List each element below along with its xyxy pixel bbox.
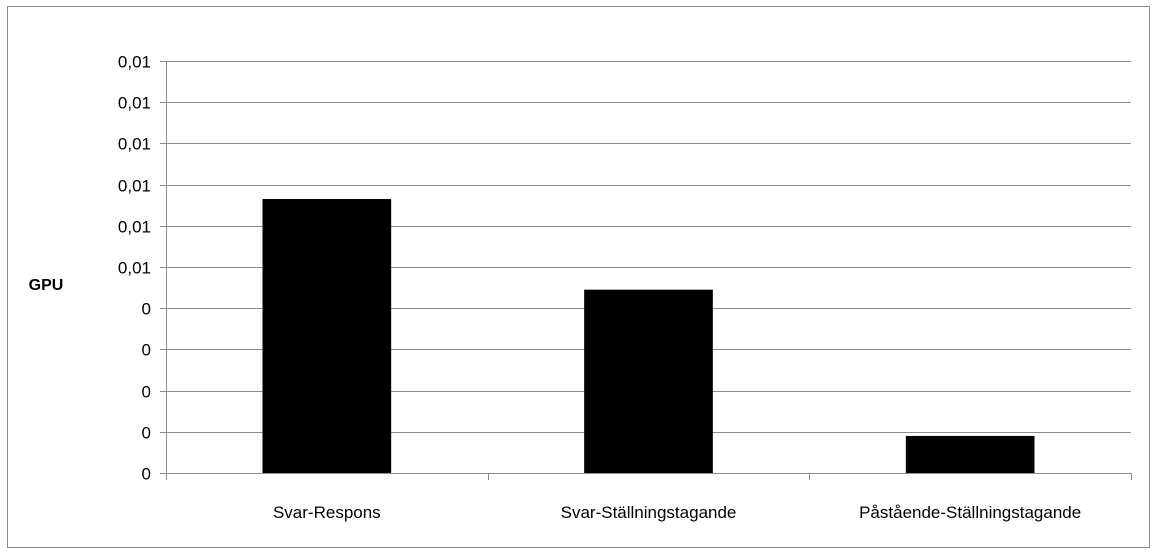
x-tick-label: Svar-Respons (273, 503, 381, 522)
y-tick-labels: 0 0 0 0 0 0,01 0,01 0,01 0,01 0,01 0,01 (118, 53, 151, 484)
y-tick-label: 0 (142, 300, 151, 319)
y-tick-label: 0,01 (118, 259, 151, 278)
y-tick-label: 0,01 (118, 135, 151, 154)
y-axis-label: GPU (29, 277, 64, 294)
y-tick-label: 0,01 (118, 94, 151, 113)
x-tick-labels: Svar-Respons Svar-Ställningstagande Påståe… (273, 503, 1081, 522)
y-tick-label: 0,01 (118, 218, 151, 237)
y-tick-label: 0 (142, 424, 151, 443)
y-tick-label: 0 (142, 383, 151, 402)
y-tick-label: 0 (142, 341, 151, 360)
bar (905, 435, 1035, 473)
y-tick-label: 0,01 (118, 177, 151, 196)
x-tick-label: Svar-Ställningstagande (561, 503, 737, 522)
bar (584, 289, 713, 473)
y-tick-label: 0 (142, 465, 151, 484)
bar (262, 199, 392, 473)
x-tick-label: Påstående-Ställningstagande (859, 503, 1081, 522)
bars (262, 199, 1035, 473)
y-tick-label: 0,01 (118, 53, 151, 72)
axes (160, 61, 1132, 480)
